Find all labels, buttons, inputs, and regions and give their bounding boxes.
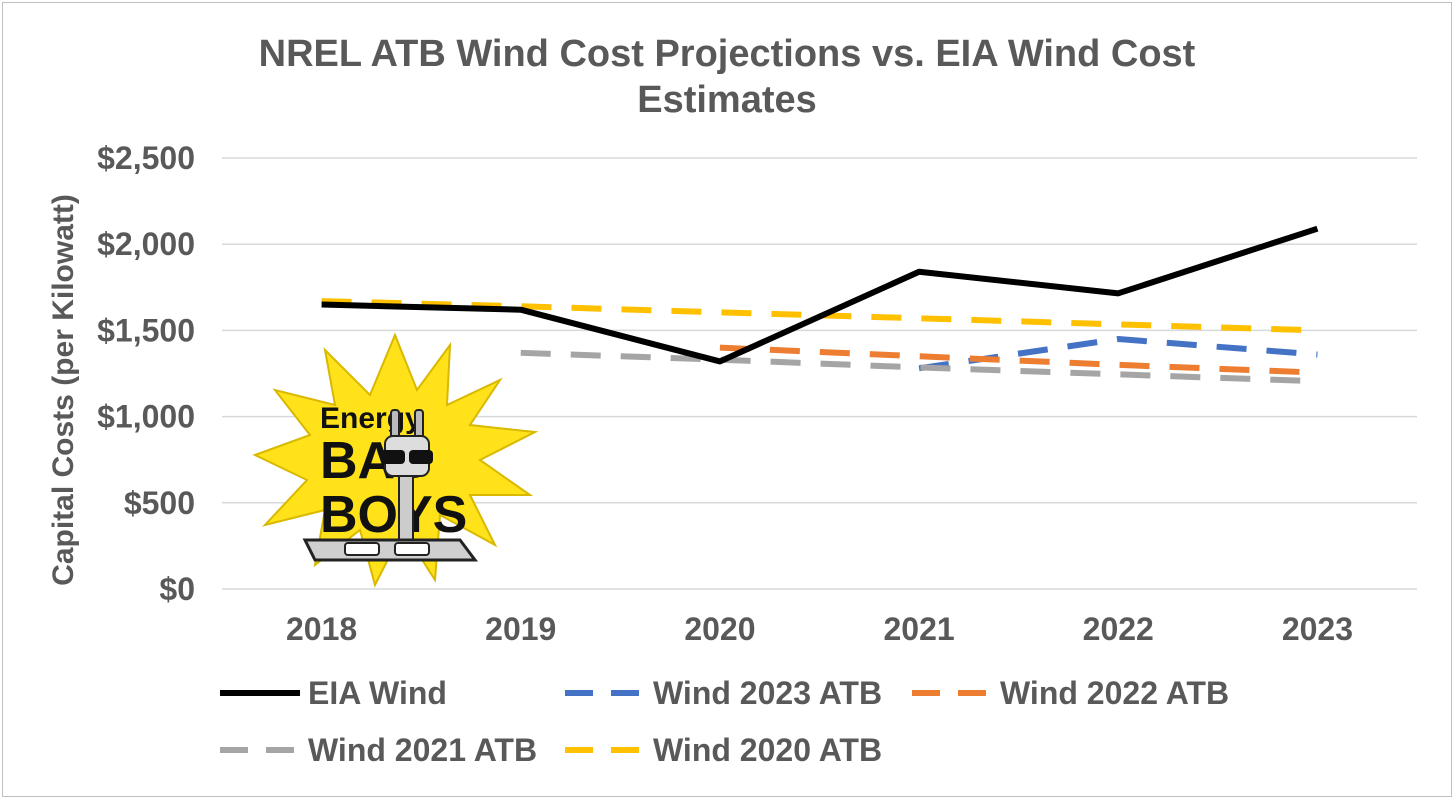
- chart-title-line-1: NREL ATB Wind Cost Projections vs. EIA W…: [259, 33, 1196, 75]
- legend-label-3: Wind 2021 ATB: [308, 732, 537, 768]
- y-tick-label: $1,000: [97, 399, 195, 435]
- series-line-4: [321, 298, 1318, 334]
- plug-with-sunglasses-icon: [381, 409, 433, 547]
- series-line-1: [918, 336, 1318, 372]
- x-tick-label: 2019: [485, 611, 556, 647]
- x-tick-label: 2020: [684, 611, 755, 647]
- x-tick-labels: 2018 2019 2020 2021 2022 2023: [286, 611, 1353, 647]
- legend-label-2: Wind 2022 ATB: [1000, 675, 1229, 711]
- y-tick-label: $1,500: [97, 312, 195, 348]
- x-tick-label: 2022: [1083, 611, 1154, 647]
- x-tick-label: 2023: [1282, 611, 1353, 647]
- series-lines: [321, 225, 1319, 385]
- logo-word-energy: Energy: [320, 402, 422, 435]
- y-tick-label: $2,000: [97, 226, 195, 262]
- y-tick-labels: $0 $500 $1,000 $1,500 $2,000 $2,500: [97, 140, 195, 607]
- energy-bad-boys-logo: Energy BAD BOYS: [252, 332, 539, 588]
- legend-label-1: Wind 2023 ATB: [653, 675, 882, 711]
- y-axis-label: Capital Costs (per Kilowatt): [47, 194, 80, 586]
- legend: EIA Wind Wind 2023 ATB Wind 2022 ATB Wind 2…: [220, 675, 1229, 768]
- legend-label-4: Wind 2020 ATB: [653, 732, 882, 768]
- series-line-3: [520, 349, 1318, 385]
- series-line-0: [321, 225, 1319, 365]
- y-tick-label: $2,500: [97, 140, 195, 176]
- legend-label-0: EIA Wind: [308, 675, 447, 711]
- x-tick-label: 2018: [286, 611, 357, 647]
- chart-title-line-2: Estimates: [637, 79, 817, 121]
- y-tick-label: $500: [124, 485, 195, 521]
- outlet-base-icon: [302, 538, 478, 562]
- y-tick-label: $0: [159, 571, 195, 607]
- logo-word-boys: BOYS: [320, 486, 467, 544]
- x-tick-label: 2021: [883, 611, 954, 647]
